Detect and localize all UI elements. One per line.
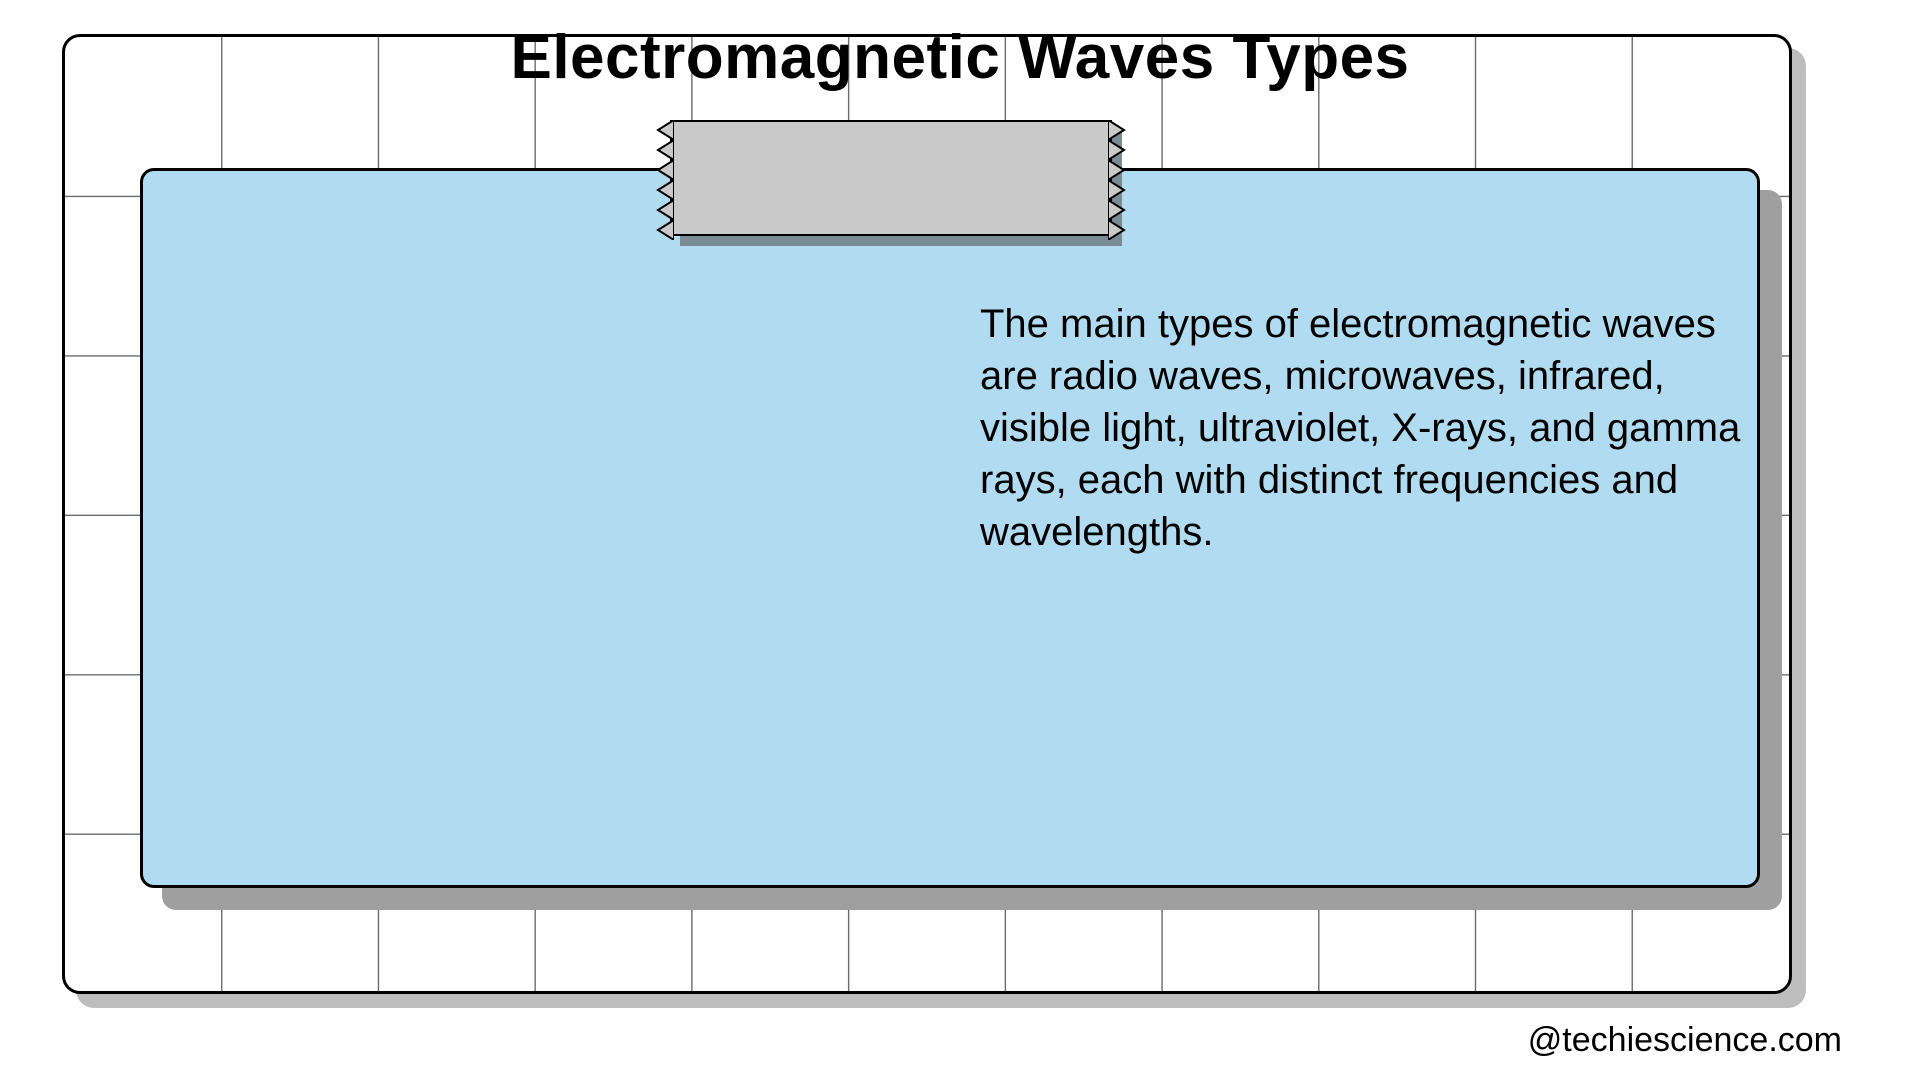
tape-strip xyxy=(670,120,1112,236)
page-title: Electromagnetic Waves Types xyxy=(0,22,1920,93)
tape-zig-left-icon xyxy=(656,120,674,240)
tape-zig-right-icon xyxy=(1108,120,1126,240)
attribution-text: @techiescience.com xyxy=(1528,1021,1842,1060)
body-paragraph: The main types of electromagnetic waves … xyxy=(980,298,1780,558)
